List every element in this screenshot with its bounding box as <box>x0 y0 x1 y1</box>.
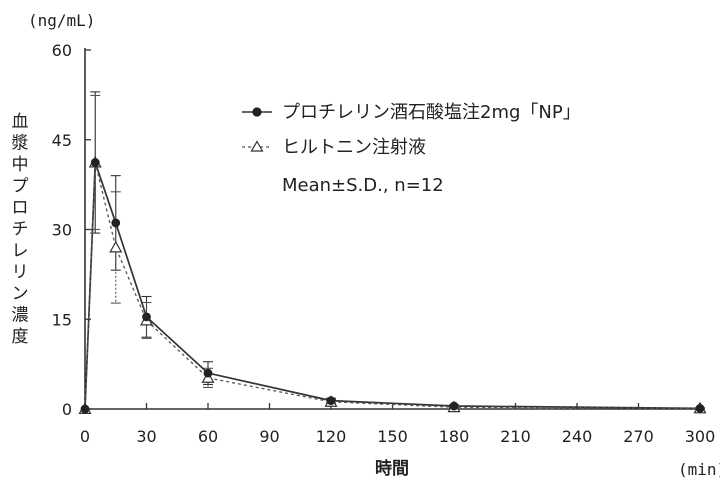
y-axis-label-char: プ <box>12 177 29 197</box>
y-axis-label-char: 濃 <box>12 306 29 326</box>
y-tick-label: 60 <box>52 41 72 60</box>
data-point-series-1 <box>203 368 213 378</box>
series-line-2 <box>84 161 701 410</box>
x-tick-label: 60 <box>198 427 218 446</box>
x-tick-label: 90 <box>259 427 279 446</box>
y-axis-label-char: リ <box>12 263 29 283</box>
x-tick-label: 0 <box>80 427 90 446</box>
legend-item-series-2: ヒルトニン注射液 <box>242 137 426 158</box>
legend: プロチレリン酒石酸塩注2mg「NP」 ヒルトニン注射液 Mean±S.D., n… <box>242 102 581 196</box>
legend-filled-circle-marker <box>252 107 262 117</box>
y-axis-label-char: 度 <box>12 327 29 347</box>
series-line-1 <box>84 161 701 410</box>
legend-annotation-mean-sd: Mean±S.D., n=12 <box>282 175 444 196</box>
x-tick-label: 210 <box>500 427 531 446</box>
data-point-series-1 <box>695 404 705 413</box>
x-tick-label: 150 <box>377 427 408 446</box>
data-point-series-1 <box>90 158 100 167</box>
x-tick-label: 120 <box>316 427 347 446</box>
y-axis-label-char: チ <box>12 220 29 240</box>
y-axis-label-char: 漿 <box>12 134 29 154</box>
x-axis-unit: (min) <box>678 460 720 479</box>
series-lines <box>84 161 701 410</box>
data-point-series-1 <box>326 396 336 406</box>
data-point-series-1 <box>111 218 121 228</box>
axes: 0 15 30 45 60 0 30 60 90 120 150 180 210 240 270 300 <box>52 41 716 446</box>
x-tick-label: 180 <box>439 427 470 446</box>
y-tick-label: 45 <box>52 131 72 150</box>
y-tick-label: 0 <box>62 400 72 419</box>
legend-open-triangle-marker <box>250 140 264 152</box>
y-tick-label: 15 <box>52 310 72 329</box>
data-point-series-1 <box>449 401 459 411</box>
data-point-series-1 <box>142 312 151 322</box>
y-axis-label-char: ン <box>12 284 29 304</box>
y-axis-label-char: レ <box>12 241 29 261</box>
x-tick-label: 300 <box>685 427 716 446</box>
y-axis-label-char: 中 <box>12 155 29 175</box>
x-tick-label: 30 <box>136 427 156 446</box>
y-axis-label-char: ロ <box>12 198 29 218</box>
series-markers <box>78 155 707 414</box>
x-tick-label: 240 <box>562 427 593 446</box>
x-tick-label: 270 <box>623 427 654 446</box>
x-axis-label: 時間 <box>375 458 409 479</box>
legend-label-series-2: ヒルトニン注射液 <box>282 137 426 158</box>
y-axis-label-char: 血 <box>12 112 29 132</box>
y-tick-label: 30 <box>52 221 72 240</box>
y-axis-unit: (ng/mL) <box>28 11 95 30</box>
data-point-series-1 <box>80 404 90 414</box>
legend-item-series-1: プロチレリン酒石酸塩注2mg「NP」 <box>242 102 581 123</box>
legend-label-series-1: プロチレリン酒石酸塩注2mg「NP」 <box>282 102 581 123</box>
data-point-series-2 <box>109 240 123 253</box>
